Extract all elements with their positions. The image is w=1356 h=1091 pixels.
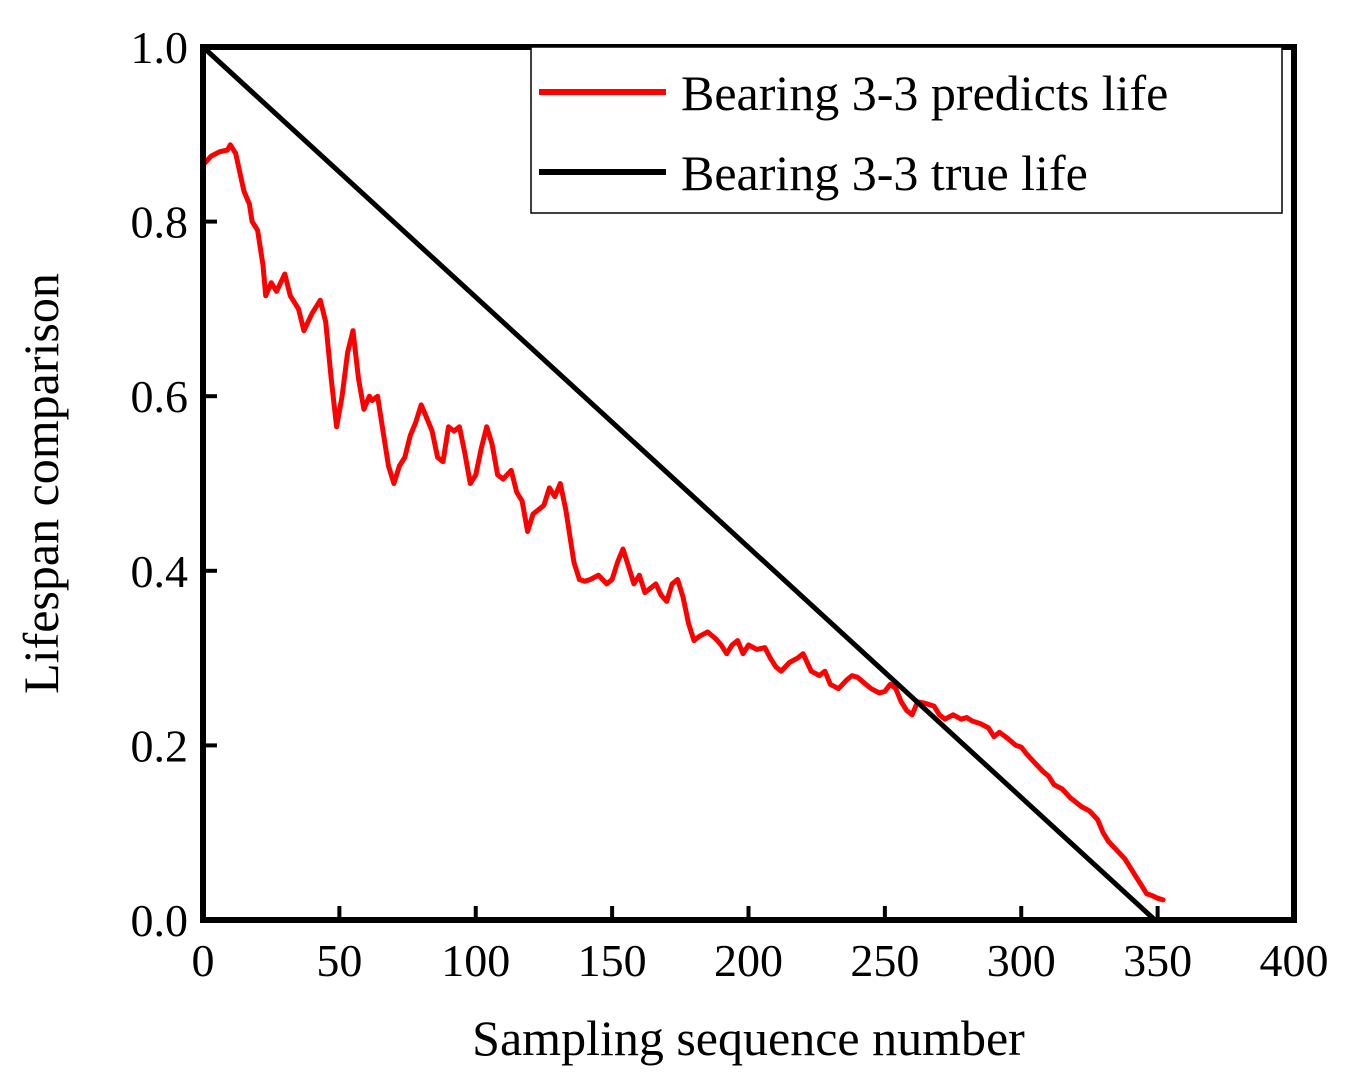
legend-label-predicted: Bearing 3-3 predicts life: [681, 65, 1168, 121]
x-axis-title: Sampling sequence number: [472, 1010, 1025, 1066]
x-tick-label: 350: [1123, 935, 1192, 986]
legend-label-true: Bearing 3-3 true life: [681, 145, 1088, 201]
x-tick-label: 200: [714, 935, 783, 986]
x-tick-label: 150: [578, 935, 647, 986]
plot-series: [200, 44, 1166, 923]
y-tick-label: 0.6: [131, 371, 189, 422]
x-tick-label: 400: [1260, 935, 1329, 986]
legend: Bearing 3-3 predicts life Bearing 3-3 tr…: [530, 46, 1283, 214]
y-tick-label: 0.8: [131, 197, 189, 248]
x-tick-label: 300: [987, 935, 1056, 986]
x-tick-label: 50: [316, 935, 362, 986]
x-tick-label: 0: [192, 935, 215, 986]
series-line-predicted: [200, 142, 1166, 903]
y-tick-label: 0.4: [131, 546, 189, 597]
y-tick-label: 0.0: [131, 895, 189, 946]
series-line-true: [200, 44, 1158, 923]
y-tick-label: 1.0: [131, 22, 189, 73]
y-tick-label: 0.2: [131, 720, 189, 771]
tick-labels: 0 50 100 150 200 250 300 350 400 0.0 0.2 0.4 0.6 0.8 1…: [131, 22, 1329, 986]
y-axis-title: Lifespan comparison: [13, 273, 69, 694]
x-tick-label: 250: [850, 935, 919, 986]
x-tick-label: 100: [441, 935, 510, 986]
legend-box: [530, 46, 1283, 214]
